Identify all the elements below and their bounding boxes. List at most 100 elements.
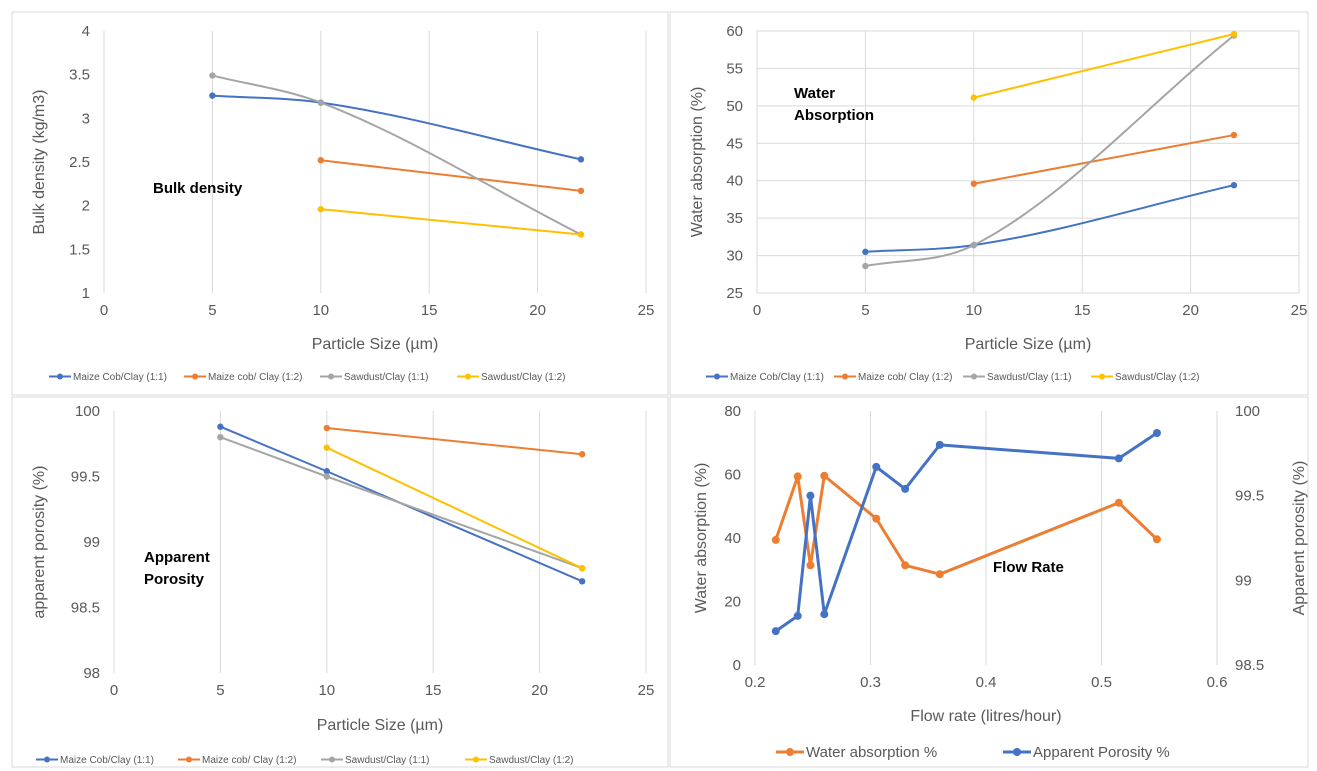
y2-axis-title: Apparent porosity (%) xyxy=(1291,461,1308,616)
y-tick-label: 98 xyxy=(83,665,100,682)
y-tick-label: 40 xyxy=(726,173,743,190)
chart-annotation: Apparent Porosity xyxy=(144,549,210,588)
data-point-water-absorption xyxy=(1114,498,1123,507)
legend-marker xyxy=(186,756,192,763)
data-point-water-absorption xyxy=(820,471,829,480)
series-line-maize-cob-clay-1-1 xyxy=(212,94,582,161)
data-point-water-absorption xyxy=(901,561,910,570)
chart-annotation: Flow Rate xyxy=(993,559,1064,576)
series-line-maize-cob-clay-1-1 xyxy=(865,184,1235,253)
chart-panel-border xyxy=(11,396,669,768)
data-point-maize-cob-clay-1-2 xyxy=(1230,131,1238,139)
data-point-sawdust-clay-1-2 xyxy=(317,205,324,213)
chart-annotation-line: Bulk density xyxy=(153,180,243,197)
data-point-apparent-porosity xyxy=(820,610,829,619)
y-tick-label: 60 xyxy=(724,467,741,484)
x-tick-label: 0.2 xyxy=(745,674,766,691)
legend-marker xyxy=(329,756,335,763)
y-axis-title: Bulk density (kg/m3) xyxy=(31,90,48,235)
data-point-water-absorption xyxy=(806,561,815,570)
legend-label: Maize cob/ Clay (1:2) xyxy=(202,755,296,766)
y-tick-label: 40 xyxy=(724,530,741,547)
y-tick-label: 55 xyxy=(726,60,743,77)
y-tick-label: 80 xyxy=(724,403,741,420)
series-line-maize-cob-clay-1-2 xyxy=(320,159,582,192)
data-point-maize-cob-clay-1-2 xyxy=(577,187,585,195)
series-line-maize-cob-clay-1-2 xyxy=(973,134,1235,185)
y2-tick-label: 98.5 xyxy=(1235,657,1264,674)
y-tick-label: 35 xyxy=(726,210,743,227)
chart-panel-border xyxy=(669,11,1309,396)
y-tick-label: 30 xyxy=(726,248,743,265)
y-tick-label: 4 xyxy=(82,23,90,40)
legend-marker xyxy=(465,373,471,380)
x-axis-title: Particle Size (µm) xyxy=(312,336,439,353)
y-tick-label: 20 xyxy=(724,594,741,611)
x-tick-label: 5 xyxy=(216,682,224,699)
data-point-maize-cob-clay-1-2 xyxy=(970,180,977,187)
series-line-sawdust-clay-1-2 xyxy=(973,33,1235,99)
data-point-apparent-porosity xyxy=(793,611,802,620)
legend-label: Water absorption % xyxy=(806,744,937,761)
x-tick-label: 15 xyxy=(425,682,442,699)
y-tick-label: 2 xyxy=(82,198,90,215)
data-point-water-absorption xyxy=(935,570,944,579)
y-tick-label: 3 xyxy=(82,110,90,127)
y-tick-label: 98.5 xyxy=(71,600,100,617)
y-tick-label: 60 xyxy=(726,23,743,40)
data-point-apparent-porosity xyxy=(872,462,881,471)
x-tick-label: 0 xyxy=(100,302,108,319)
x-tick-label: 5 xyxy=(208,302,216,319)
x-tick-label: 20 xyxy=(1182,302,1199,319)
y2-tick-label: 99.5 xyxy=(1235,488,1264,505)
y-axis-title: apparent porosity (%) xyxy=(31,466,48,619)
data-point-water-absorption xyxy=(872,514,881,523)
x-tick-label: 20 xyxy=(531,682,548,699)
data-point-sawdust-clay-1-2 xyxy=(323,444,330,451)
legend-label: Apparent Porosity % xyxy=(1033,744,1170,761)
legend-marker xyxy=(1013,748,1021,756)
series-line-sawdust-clay-1-2 xyxy=(320,208,582,236)
chart-water: 0 5 10 15 20 25 25 30 35 40 45 50 55 60 Particle Size … xyxy=(669,11,1309,396)
data-point-apparent-porosity xyxy=(771,627,780,636)
chart-flow: 0.2 0.3 0.4 0.5 0.6 0 20 40 60 80 98.5 99 99.5 100 Flo… xyxy=(669,396,1309,768)
x-axis-title: Particle Size (µm) xyxy=(965,336,1092,353)
x-tick-label: 20 xyxy=(529,302,546,319)
legend-label: Maize cob/ Clay (1:2) xyxy=(208,372,302,383)
data-point-water-absorption xyxy=(793,472,802,481)
y2-tick-label: 100 xyxy=(1235,403,1260,420)
data-point-sawdust-clay-1-1 xyxy=(209,72,216,79)
data-point-maize-cob-clay-1-2 xyxy=(317,157,324,164)
data-point-sawdust-clay-1-1 xyxy=(323,473,330,480)
chart-annotation-line: Porosity xyxy=(144,571,205,588)
legend-label: Sawdust/Clay (1:2) xyxy=(481,372,565,383)
legend-marker xyxy=(842,373,848,380)
legend-label: Maize Cob/Clay (1:1) xyxy=(60,755,154,766)
y-tick-label: 100 xyxy=(75,403,100,420)
x-tick-label: 25 xyxy=(1291,302,1308,319)
legend: Maize Cob/Clay (1:1) Maize cob/ Clay (1:2… xyxy=(36,755,573,766)
data-point-maize-cob-clay-1-1 xyxy=(209,92,216,99)
y-tick-label: 50 xyxy=(726,98,743,115)
legend-marker xyxy=(714,373,720,380)
data-point-sawdust-clay-1-1 xyxy=(217,434,224,441)
y-axis-title: Water absorption (%) xyxy=(693,463,710,614)
legend: Water absorption % Apparent Porosity % xyxy=(776,744,1170,761)
chart-porosity: 0 5 10 15 20 25 98 98.5 99 99.5 100 Particle Size (… xyxy=(11,396,669,768)
series-line-sawdust-clay-1-1 xyxy=(220,436,583,570)
y-tick-label: 99.5 xyxy=(71,469,100,486)
chart-annotation: Water Absorption xyxy=(794,85,874,124)
y-tick-label: 1.5 xyxy=(69,241,90,258)
y-tick-label: 45 xyxy=(726,135,743,152)
x-tick-label: 0 xyxy=(110,682,118,699)
data-point-sawdust-clay-1-2 xyxy=(1230,30,1238,38)
x-axis-title: Particle Size (µm) xyxy=(317,717,444,734)
legend: Maize Cob/Clay (1:1) Maize cob/ Clay (1:2… xyxy=(706,372,1199,383)
data-point-sawdust-clay-1-1 xyxy=(862,262,869,270)
data-point-apparent-porosity xyxy=(935,440,944,449)
y-axis-title: Water absorption (%) xyxy=(689,87,706,238)
series-line-sawdust-clay-1-1 xyxy=(865,34,1235,268)
x-tick-label: 0.4 xyxy=(976,674,997,691)
legend-marker xyxy=(328,373,334,380)
data-point-maize-cob-clay-1-1 xyxy=(577,156,585,163)
